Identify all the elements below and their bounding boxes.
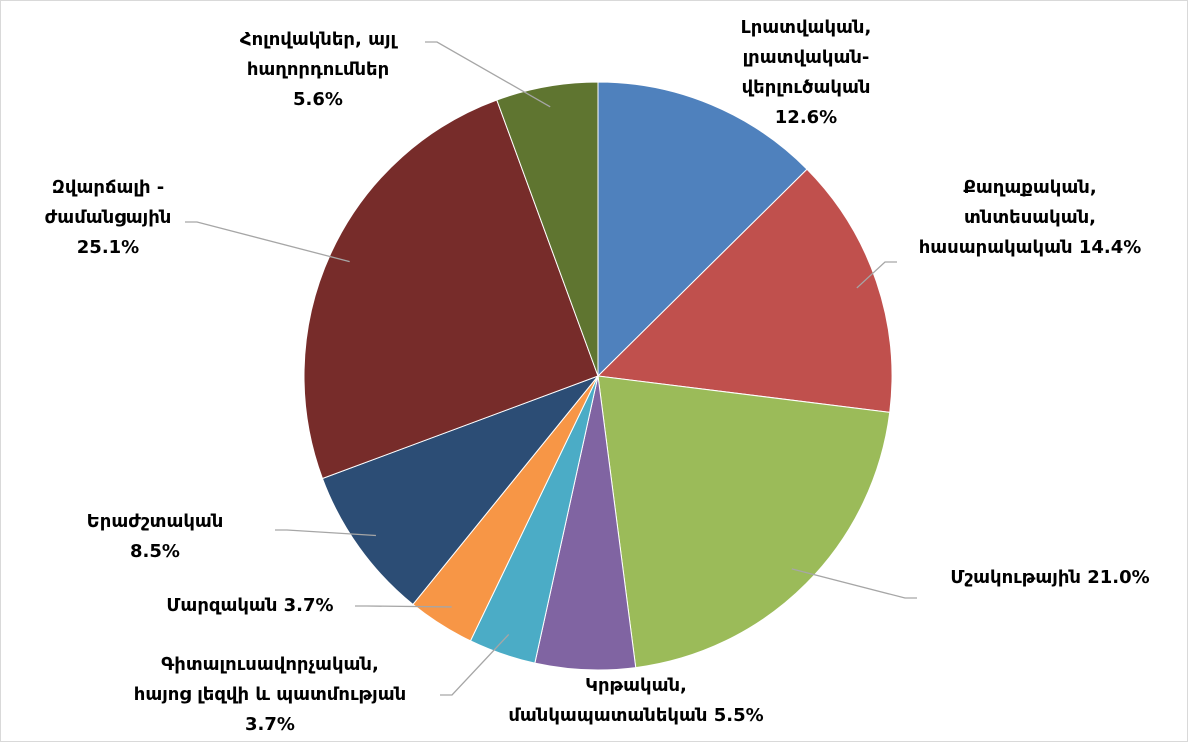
label-line: Գիտալուսավորչական,: [161, 654, 379, 675]
pie-slice: [597, 375, 891, 669]
label-line: Հոլովակներ, այլ: [240, 29, 399, 50]
leader-line: [275, 529, 376, 537]
data-label-value: 3.7%: [245, 714, 295, 735]
leader-line: [425, 41, 551, 108]
data-label-name: Հոլովակներ, այլ հաղորդումներ: [240, 29, 399, 80]
data-label-value: 14.4%: [1073, 237, 1142, 258]
data-label-value: 5.6%: [293, 89, 343, 110]
leader-line: [791, 568, 917, 599]
label-line: Կրթական,: [585, 675, 687, 696]
pie-slice: [597, 81, 808, 378]
label-line: մանկապատանեկան: [508, 705, 707, 726]
data-label-value: 12.6%: [775, 107, 837, 128]
data-label-name: Զվարճալի - ժամանցային: [45, 177, 172, 228]
leader-line: [185, 221, 350, 263]
pie-slice: [303, 99, 599, 480]
label-line: հասարակական: [919, 237, 1073, 258]
data-label-name: Երաժշտական: [87, 511, 224, 532]
data-label-name: Մշակութային 21.0%: [950, 567, 1149, 588]
label-line: վերլուծական: [742, 77, 871, 98]
data-label-name: Լրատվական, լրատվական-վերլուծական: [741, 17, 872, 98]
label-line: Լրատվական,: [741, 17, 872, 38]
label-line: Երաժշտական: [87, 511, 224, 532]
label-line: ժամանցային: [45, 207, 172, 228]
data-label-value: 21.0%: [1081, 567, 1150, 588]
label-line: Մարզական: [166, 595, 277, 616]
leader-line: [355, 605, 452, 608]
label-line: հաղորդումներ: [247, 59, 389, 80]
data-label-name: Մարզական 3.7%: [166, 595, 333, 616]
data-label-name: Գիտալուսավորչական, հայոց լեզվի և պատմությ…: [134, 654, 406, 705]
data-label-value: 25.1%: [77, 237, 139, 258]
data-label-value: 8.5%: [130, 541, 180, 562]
label-line: լրատվական-: [743, 47, 870, 68]
data-label-value: 5.5%: [707, 705, 763, 726]
label-line: Քաղաքական,: [963, 177, 1096, 198]
label-line: հայոց լեզվի և պատմության: [134, 684, 406, 705]
pie-slice: [596, 168, 893, 413]
pie-slice: [496, 81, 599, 377]
data-label-value: 3.7%: [277, 595, 333, 616]
data-label-name: Կրթական, մանկապատանեկան 5.5%: [508, 675, 763, 726]
data-label-name: Քաղաքական, տնտեսական, հասարակական 14.4%: [919, 177, 1142, 258]
label-line: Մշակութային: [950, 567, 1081, 588]
leader-line: [856, 261, 897, 289]
pie-slice: [321, 374, 600, 606]
label-line: Զվարճալի -: [52, 177, 165, 198]
leader-line: [440, 633, 510, 696]
label-line: տնտեսական,: [964, 207, 1096, 228]
